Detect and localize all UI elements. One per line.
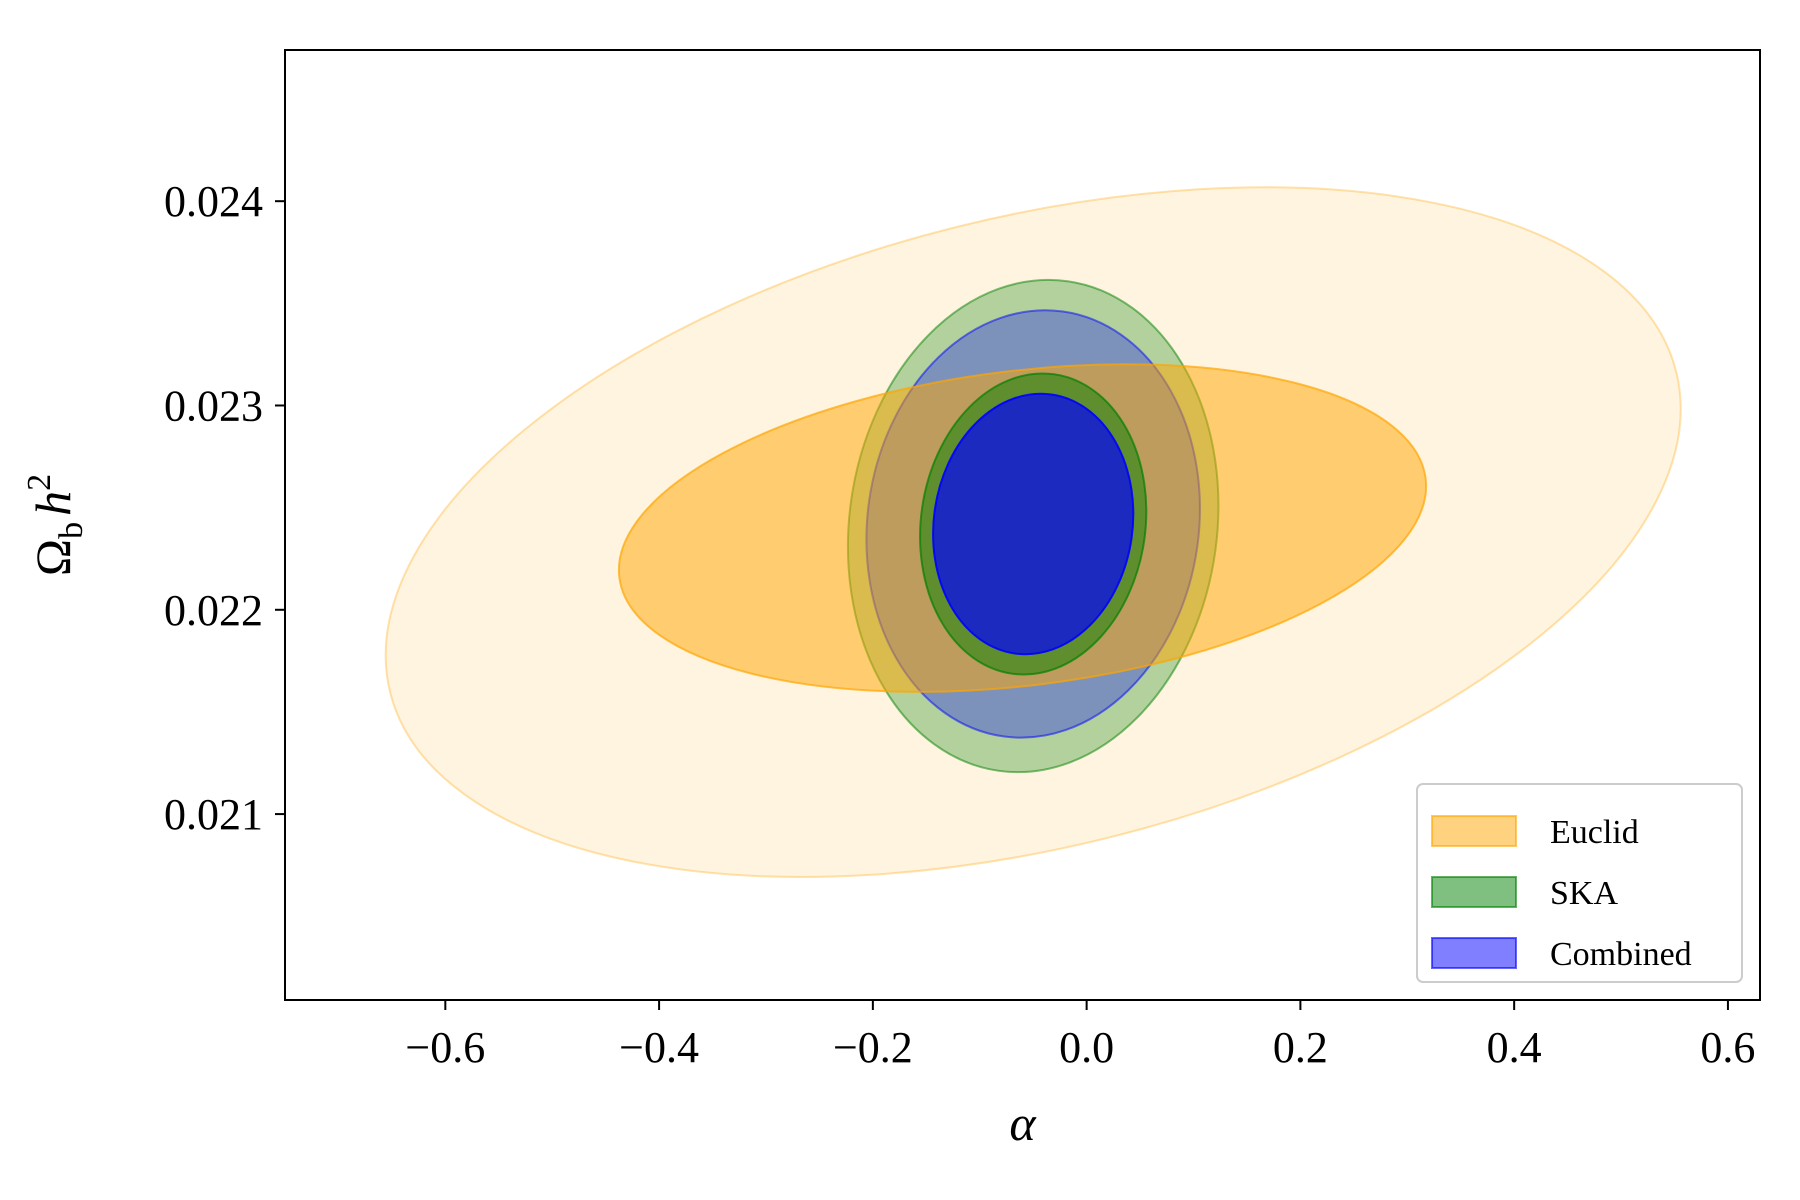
y-tick-label: 0.023 <box>164 381 263 430</box>
y-tick-label: 0.021 <box>164 790 263 839</box>
legend-swatch-ska <box>1431 876 1517 908</box>
x-tick-label: 0.2 <box>1273 1023 1328 1072</box>
legend-label-ska: SKA <box>1550 875 1618 912</box>
y-tick-label: 0.024 <box>164 177 263 226</box>
x-tick-label: −0.6 <box>405 1023 485 1072</box>
x-tick-label: 0.0 <box>1059 1023 1114 1072</box>
y-tick-label: 0.022 <box>164 586 263 635</box>
legend-label-combined: Combined <box>1550 936 1692 973</box>
x-tick-label: 0.6 <box>1700 1023 1755 1072</box>
x-tick-label: −0.4 <box>619 1023 699 1072</box>
contour-layer <box>384 186 1682 878</box>
x-axis-label: α <box>1009 1095 1037 1151</box>
x-tick-label: −0.2 <box>833 1023 913 1072</box>
x-axis: −0.6 −0.4 −0.2 0.0 0.2 0.4 0.6 <box>405 1000 1755 1072</box>
legend: Euclid SKA Combined <box>1416 783 1743 983</box>
plot-frame <box>284 49 1761 1001</box>
legend-label-euclid: Euclid <box>1550 814 1639 851</box>
y-axis: 0.021 0.022 0.023 0.024 <box>164 177 285 839</box>
legend-swatch-euclid <box>1431 815 1517 847</box>
x-tick-label: 0.4 <box>1487 1023 1542 1072</box>
y-axis-label: Ωbh2 <box>21 474 90 576</box>
legend-swatch-combined <box>1431 937 1517 969</box>
combined-contour-1sigma <box>932 392 1135 656</box>
